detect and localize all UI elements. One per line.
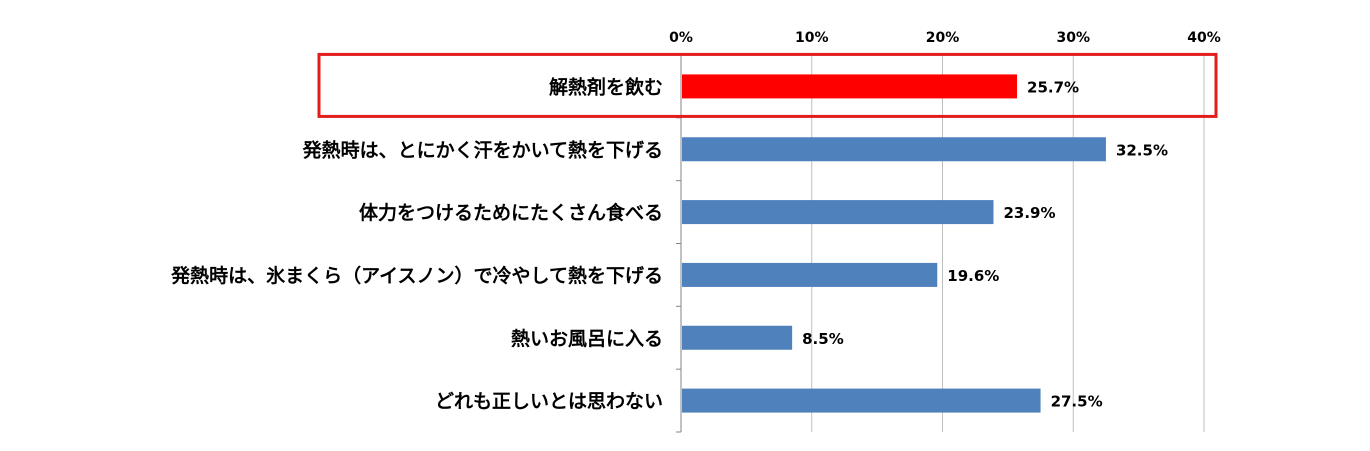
category-label: どれも正しいとは思わない — [435, 391, 663, 413]
x-tick-label: 40% — [1187, 30, 1221, 46]
bars — [682, 74, 1106, 413]
data-label: 32.5% — [1116, 141, 1168, 159]
bar — [682, 325, 793, 350]
x-tick-label: 30% — [1056, 30, 1090, 46]
highlight-frame — [317, 52, 1218, 118]
category-label: 熱いお風呂に入る — [511, 327, 663, 350]
highlight-frame-group — [317, 52, 1218, 118]
x-tick-label: 0% — [669, 30, 693, 46]
data-label: 25.7% — [1027, 78, 1079, 96]
x-tick-label: 20% — [926, 30, 960, 46]
bar — [682, 74, 1018, 99]
category-label: 発熱時は、氷まくら（アイスノン）で冷やして熱を下げる — [170, 264, 663, 287]
category-label: 体力をつけるためにたくさん食べる — [359, 201, 663, 224]
category-labels: 解熱剤を飲む発熱時は、とにかく汗をかいて熱を下げる体力をつけるためにたくさん食べ… — [170, 75, 663, 412]
grid-lines — [811, 55, 1205, 432]
data-label: 19.6% — [947, 267, 999, 285]
data-label: 23.9% — [1003, 204, 1055, 222]
bar — [682, 388, 1041, 413]
x-tick-label: 10% — [795, 30, 829, 46]
bar — [682, 137, 1106, 162]
x-tick-labels: 0% 10% 20% 30% 40% — [669, 30, 1221, 46]
bar — [682, 262, 938, 287]
data-labels: 25.7% 32.5% 23.9% 19.6% 8.5% 27.5% — [802, 78, 1168, 410]
y-axis — [676, 54, 682, 433]
data-label: 8.5% — [802, 330, 844, 348]
bar — [682, 200, 994, 225]
category-label: 解熱剤を飲む — [549, 75, 663, 98]
category-label: 発熱時は、とにかく汗をかいて熱を下げる — [302, 138, 663, 161]
data-label: 27.5% — [1051, 393, 1103, 411]
